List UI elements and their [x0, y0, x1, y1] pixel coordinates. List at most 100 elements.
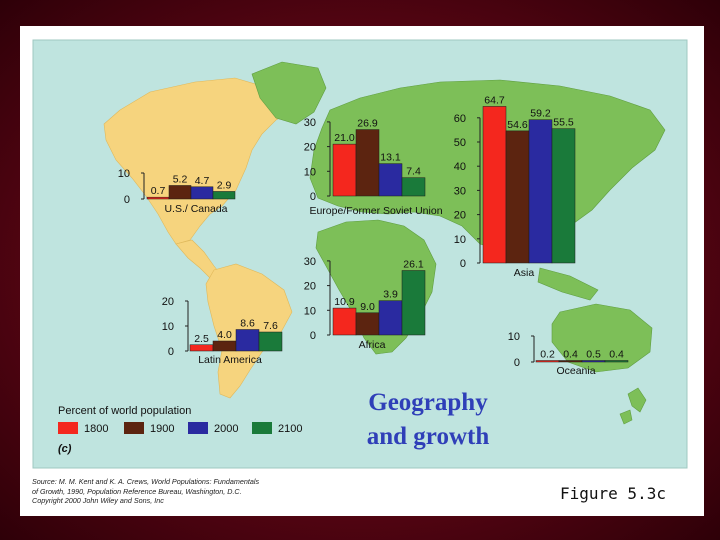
bar-value-label: 64.7 — [484, 94, 505, 106]
y-tick-label: 10 — [508, 331, 520, 343]
bar-2100 — [401, 177, 426, 197]
region-name-label: Asia — [514, 267, 535, 279]
y-tick-label: 30 — [454, 185, 466, 197]
bar-2000 — [378, 163, 403, 197]
bar-1800 — [332, 307, 357, 336]
bar-value-label: 2.9 — [217, 179, 232, 191]
y-tick-label: 10 — [162, 321, 174, 333]
bar-2100 — [401, 270, 426, 336]
bar-value-label: 0.5 — [586, 349, 601, 361]
y-tick-label: 20 — [162, 296, 174, 308]
y-tick-label: 50 — [454, 137, 466, 149]
greenland-landmass — [251, 61, 327, 125]
bar-value-label: 4.7 — [195, 175, 210, 187]
y-tick-label: 60 — [454, 113, 466, 125]
bar-value-label: 26.9 — [357, 118, 378, 130]
new-zealand-landmass — [619, 387, 647, 425]
bar-1800 — [482, 106, 507, 264]
southeast-asia-islands — [537, 267, 599, 301]
y-tick-label: 0 — [124, 194, 130, 206]
legend-swatch-2000 — [188, 422, 208, 434]
bar-1900 — [505, 130, 530, 264]
bar-2000 — [528, 119, 553, 264]
y-tick-label: 0 — [514, 357, 520, 369]
region-name-label: Africa — [359, 339, 386, 351]
legend-title: Percent of world population — [58, 405, 191, 417]
y-tick-label: 30 — [304, 256, 316, 268]
bar-1900 — [355, 129, 380, 197]
region-name-label: Europe/Former Soviet Union — [309, 205, 442, 217]
bar-value-label: 5.2 — [173, 173, 188, 185]
bar-value-label: 0.2 — [540, 349, 555, 361]
y-tick-label: 0 — [310, 330, 316, 342]
bar-value-label: 4.0 — [217, 329, 232, 341]
region-chart-4: 0 10 20 2.5 4.0 8.6 7.6 Latin America — [162, 296, 283, 366]
y-tick-label: 20 — [304, 142, 316, 154]
bar-1900 — [168, 185, 192, 200]
bar-1900 — [558, 360, 583, 363]
panel-label: (c) — [58, 443, 72, 455]
legend: Percent of world population 1800 1900 20… — [58, 405, 302, 455]
bar-1800 — [332, 143, 357, 197]
y-tick-label: 20 — [304, 281, 316, 293]
region-chart-5: 0 10 0.2 0.4 0.5 0.4 Oceania — [508, 331, 629, 377]
y-tick-label: 40 — [454, 161, 466, 173]
bar-value-label: 9.0 — [360, 301, 375, 313]
bar-value-label: 0.7 — [151, 185, 166, 197]
legend-label-2100: 2100 — [278, 423, 302, 435]
slide-title: Geography and growth — [340, 386, 516, 454]
bar-value-label: 0.4 — [609, 349, 624, 361]
y-tick-label: 0 — [460, 258, 466, 270]
region-name-label: Oceania — [556, 365, 595, 377]
australia-landmass — [551, 303, 653, 373]
bar-value-label: 55.5 — [553, 117, 574, 129]
bar-2000 — [378, 300, 403, 336]
bar-2100 — [258, 331, 283, 352]
legend-swatch-2100 — [252, 422, 272, 434]
bar-1800 — [189, 344, 214, 352]
y-tick-label: 10 — [118, 168, 130, 180]
bar-value-label: 7.6 — [263, 320, 278, 332]
region-chart-2: 0 10 20 30 40 50 60 64.7 54.659.255.5 Asia — [454, 94, 576, 279]
source-line-1: Source: M. M. Kent and K. A. Crews, Worl… — [32, 477, 260, 486]
bar-1800 — [146, 196, 170, 200]
bar-value-label: 54.6 — [507, 119, 528, 131]
slide-title-line-1: Geography — [368, 389, 488, 416]
bar-2100 — [604, 360, 629, 363]
y-tick-label: 30 — [304, 117, 316, 129]
region-name-label: U.S./ Canada — [164, 203, 227, 215]
bar-value-label: 13.1 — [380, 152, 401, 164]
y-tick-label: 10 — [304, 305, 316, 317]
region-name-label: Latin America — [198, 354, 262, 366]
bar-1900 — [355, 312, 380, 336]
bar-value-label: 10.9 — [334, 296, 355, 308]
figure-label: Figure 5.3c — [560, 484, 666, 503]
region-chart-1: 0 10 20 30 21.026.9 13.1 7.4 Europe/Former Sovi… — [304, 117, 443, 217]
legend-label-2000: 2000 — [214, 423, 238, 435]
bar-value-label: 3.9 — [383, 289, 398, 301]
bar-2000 — [235, 329, 260, 352]
region-chart-3: 0 10 20 30 10.9 9.0 3.9 26.1 Africa — [304, 256, 426, 351]
bar-value-label: 21.0 — [334, 132, 355, 144]
slide-title-line-2: and growth — [366, 423, 490, 450]
y-tick-label: 0 — [310, 191, 316, 203]
y-tick-label: 0 — [168, 346, 174, 358]
bar-value-label: 26.1 — [403, 259, 424, 271]
bar-1800 — [535, 360, 560, 363]
y-tick-label: 10 — [304, 166, 316, 178]
bar-value-label: 8.6 — [240, 318, 255, 330]
legend-label-1800: 1800 — [84, 423, 108, 435]
bar-2100 — [551, 128, 576, 264]
region-chart-0: 0 10 0.7 5.2 4.7 2.9 U.S./ Canada — [118, 168, 236, 215]
source-citation: Source: M. M. Kent and K. A. Crews, Worl… — [32, 477, 292, 506]
bar-value-label: 0.4 — [563, 349, 578, 361]
legend-label-1900: 1900 — [150, 423, 174, 435]
bar-value-label: 7.4 — [406, 166, 421, 178]
bar-2000 — [190, 186, 214, 200]
bar-2100 — [212, 191, 236, 200]
bar-value-label: 2.5 — [194, 333, 209, 345]
legend-swatch-1800 — [58, 422, 78, 434]
